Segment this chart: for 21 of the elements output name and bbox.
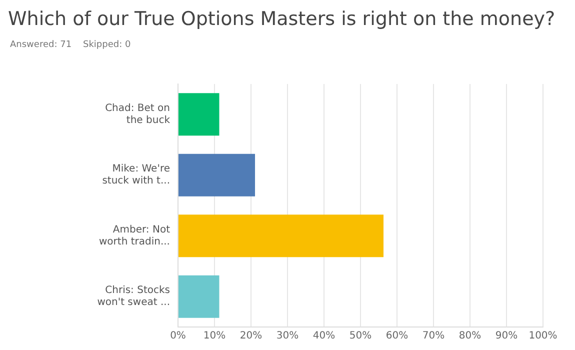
y-tick-label: Mike: We're stuck with t... (102, 164, 170, 187)
x-tick-label: 50% (349, 330, 372, 342)
x-tick-label: 10% (203, 330, 226, 342)
x-tick-label: 80% (458, 330, 482, 342)
x-tick-label: 30% (276, 330, 299, 342)
bar (178, 93, 220, 136)
bar (178, 214, 384, 258)
chart-title: Which of our True Options Masters is right on the money? (8, 8, 556, 30)
x-tick-label: 60% (386, 330, 408, 342)
y-tick-label: Amber: Not worth tradin... (98, 224, 170, 248)
text: Answered: 71 Skipped: 0 (10, 40, 131, 50)
x-tick-label: 20% (240, 330, 262, 342)
bar (178, 275, 220, 318)
y-tick-label: Chad: Bet on the buck (105, 102, 170, 126)
x-tick-label: 0% (170, 330, 186, 342)
y-tick-label: Chris: Stocks won't sweat ... (97, 285, 170, 308)
x-tick-label: 100% (528, 330, 558, 342)
x-tick-label: 40% (312, 330, 336, 342)
x-tick-label: 70% (422, 330, 445, 342)
x-tick-label: 90% (495, 330, 518, 342)
bar (178, 154, 256, 196)
